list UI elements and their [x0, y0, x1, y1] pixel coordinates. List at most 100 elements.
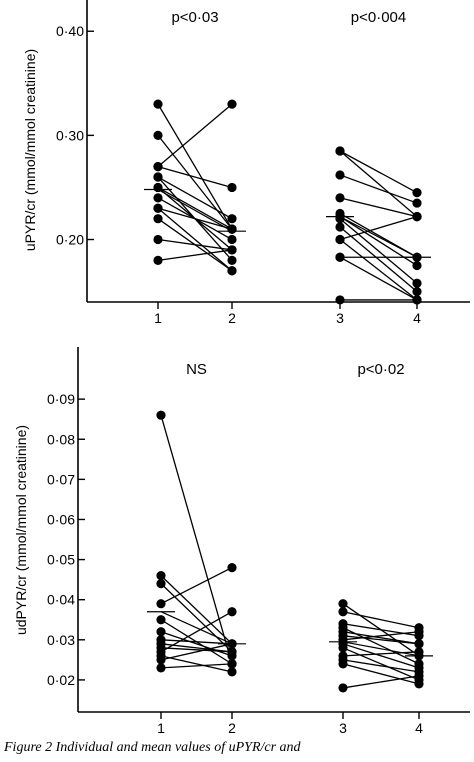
subject-line	[160, 643, 233, 661]
data-point	[227, 224, 237, 234]
subject-line	[342, 611, 420, 629]
mean-connector	[157, 189, 233, 232]
data-point	[227, 99, 237, 109]
subject-line	[339, 197, 418, 218]
y-tick-label: 0·40	[56, 23, 84, 39]
data-point	[412, 198, 422, 208]
data-point	[335, 222, 345, 232]
subject-line	[160, 567, 233, 605]
data-point	[153, 214, 163, 224]
data-point	[227, 667, 237, 677]
subject-line	[160, 583, 233, 653]
subject-line	[160, 639, 233, 645]
data-point	[335, 234, 345, 245]
x-tick-label: 3	[339, 720, 347, 736]
subject-line	[342, 631, 420, 645]
p-value-label: p<0·004	[351, 9, 406, 26]
data-point	[414, 627, 424, 637]
subject-line	[339, 150, 418, 218]
data-point	[227, 214, 237, 224]
subject-line	[160, 655, 233, 673]
data-point	[412, 252, 422, 262]
y-tick-label: 0·30	[56, 127, 84, 143]
subject-line	[157, 134, 233, 230]
subject-line	[160, 663, 233, 669]
data-point	[227, 639, 237, 649]
data-point	[338, 643, 348, 653]
subject-line	[157, 103, 233, 230]
p-value-label: p<0·02	[357, 361, 404, 378]
y-tick-label: 0·02	[47, 672, 75, 688]
data-point	[412, 260, 422, 271]
data-point	[156, 571, 166, 581]
data-point	[156, 639, 166, 649]
data-point	[156, 615, 166, 625]
x-tick-label: 4	[415, 720, 423, 736]
data-point	[156, 655, 166, 665]
data-point	[335, 170, 345, 180]
subject-line	[339, 212, 418, 258]
y-tick-label: 0·07	[47, 471, 75, 487]
data-point	[153, 182, 163, 193]
data-point	[412, 286, 422, 297]
data-point	[414, 647, 424, 657]
subject-line	[157, 103, 233, 168]
data-point	[156, 579, 166, 589]
subject-line	[157, 238, 233, 251]
data-point	[153, 193, 163, 203]
data-point	[412, 295, 422, 305]
data-point	[227, 607, 237, 617]
data-point	[153, 203, 163, 213]
data-point	[227, 659, 237, 669]
subject-line	[157, 249, 233, 261]
data-point	[335, 214, 345, 224]
data-point	[227, 563, 237, 573]
subject-line	[339, 150, 418, 194]
data-point	[156, 663, 166, 673]
figure-caption: Figure 2 Individual and mean values of u…	[4, 740, 301, 755]
data-point	[153, 130, 163, 140]
y-tick-label: 0·08	[47, 431, 75, 447]
subject-line	[160, 643, 233, 653]
y-axis-label: udPYR/cr (mmol/mmol creatinine)	[13, 425, 29, 635]
subject-line	[339, 215, 418, 241]
mean-connector	[160, 611, 233, 645]
subject-line	[157, 165, 233, 189]
data-point	[153, 255, 163, 265]
y-tick-label: 0·06	[47, 511, 75, 527]
subject-line	[342, 635, 420, 645]
data-point	[227, 647, 237, 657]
subject-line	[157, 176, 233, 261]
data-point	[335, 193, 345, 203]
x-tick-label: 1	[154, 310, 162, 326]
subject-line	[339, 174, 418, 204]
x-tick-label: 2	[228, 720, 236, 736]
data-point	[153, 172, 163, 182]
y-tick-label: 0·05	[47, 552, 75, 568]
data-point	[153, 99, 163, 109]
data-point	[338, 607, 348, 617]
subject-line	[342, 651, 420, 657]
data-point	[335, 295, 345, 305]
data-point	[412, 188, 422, 198]
x-tick-label: 3	[336, 310, 344, 326]
data-point	[227, 182, 237, 193]
subject-line	[342, 647, 420, 681]
subject-line	[157, 186, 233, 230]
subject-line	[339, 216, 418, 267]
x-tick-label: 4	[413, 310, 421, 326]
data-point	[227, 266, 237, 276]
subject-line	[157, 207, 233, 272]
data-point	[414, 671, 424, 681]
subject-line	[339, 256, 418, 301]
subject-line	[342, 663, 420, 685]
mean-connector	[342, 641, 420, 657]
subject-line	[342, 623, 420, 637]
data-point	[338, 683, 348, 693]
subject-line	[339, 218, 418, 284]
p-value-label: p<0·03	[171, 9, 218, 26]
data-point	[335, 146, 345, 156]
y-tick-label: 0·20	[56, 232, 84, 248]
data-point	[156, 627, 166, 637]
